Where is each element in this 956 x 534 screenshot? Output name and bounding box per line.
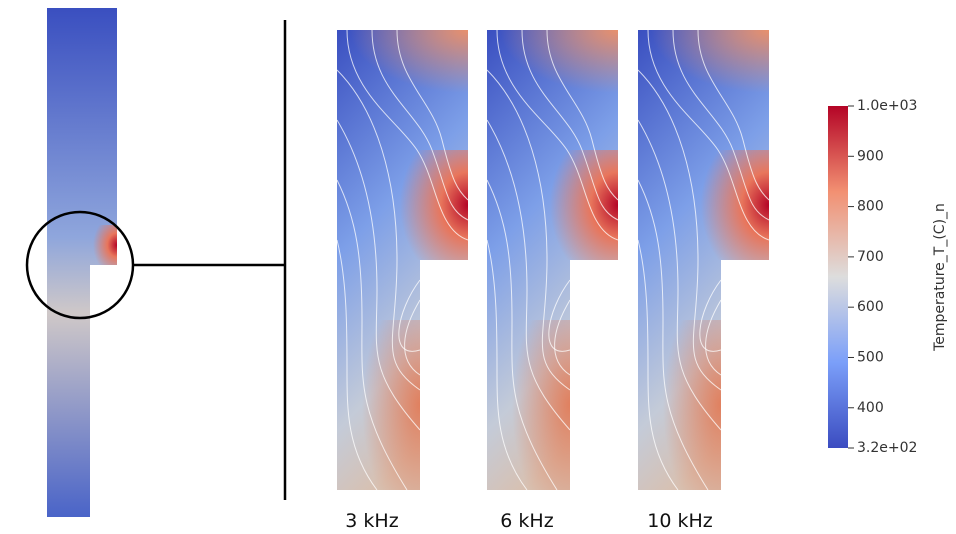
colorbar-tick-label: 900 <box>857 148 884 164</box>
geometry <box>47 8 117 517</box>
overview <box>25 8 287 517</box>
colorbar-scale <box>828 106 848 448</box>
heatmap-panel <box>336 29 469 491</box>
panel-label: 10 kHz <box>647 510 713 532</box>
colorbar-tick-label: 400 <box>857 400 884 416</box>
heatmap-panel <box>637 29 770 491</box>
colorbar-tick-label: 700 <box>857 249 884 265</box>
colorbar-tick-label: 600 <box>857 299 884 315</box>
heatmap-panel <box>486 29 619 491</box>
colorbar-tick-label: 800 <box>857 199 884 215</box>
colorbar: Temperature_T_(C)_n <box>828 106 948 448</box>
colorbar-tick-label: 500 <box>857 349 884 365</box>
colorbar-tick-label: 1.0e+03 <box>857 98 917 114</box>
hotspot <box>85 225 117 265</box>
colorbar-tick-label: 3.2e+02 <box>857 440 917 456</box>
panel-label: 3 kHz <box>345 510 398 532</box>
colorbar-title: Temperature_T_(C)_n <box>932 203 948 352</box>
panel-label: 6 kHz <box>500 510 553 532</box>
